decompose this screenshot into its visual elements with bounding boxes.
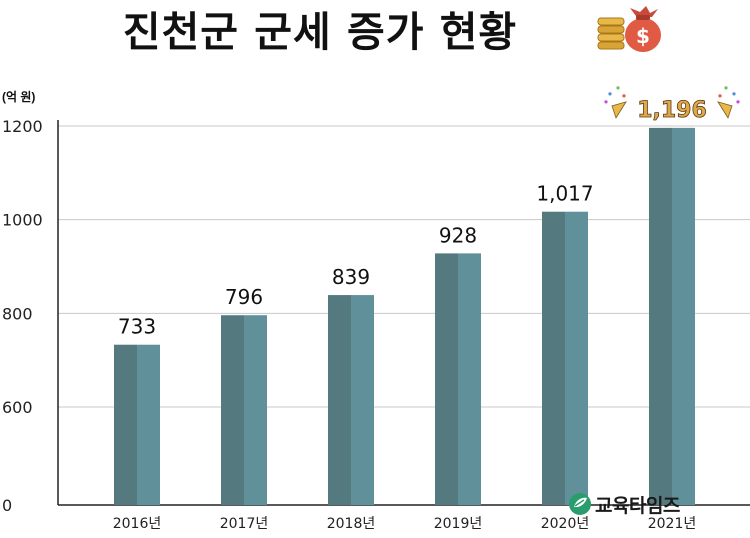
coin-stack-icon	[597, 17, 625, 50]
publisher-logo: 교육타임즈	[568, 490, 680, 518]
x-tick-label: 2017년	[220, 516, 269, 532]
bar	[435, 253, 481, 505]
x-tick-label: 2019년	[434, 516, 483, 532]
bar	[649, 127, 695, 506]
data-label: 839	[332, 265, 370, 289]
x-tick-label: 2018년	[327, 516, 376, 532]
bar	[114, 344, 160, 505]
y-tick-label: 800	[2, 304, 33, 323]
x-tick-label: 2020년	[541, 516, 590, 532]
bar	[221, 315, 267, 505]
data-label: 733	[118, 315, 156, 339]
x-tick-label: 2016년	[113, 516, 162, 532]
svg-text:$: $	[636, 24, 650, 48]
logo-leaf-icon	[569, 493, 591, 515]
logo-text: 교육타임즈	[595, 494, 680, 517]
data-label: 1,017	[536, 182, 593, 206]
y-tick-label: 1200	[2, 117, 43, 136]
y-tick-label: 600	[2, 398, 33, 417]
bar	[542, 211, 588, 505]
data-label: 1,196	[637, 98, 707, 123]
y-tick-label: 0	[2, 496, 12, 515]
unit-label: (억 원)	[2, 90, 36, 104]
y-tick-label: 1000	[2, 211, 43, 230]
data-label: 928	[439, 223, 477, 247]
confetti-icon	[604, 86, 627, 119]
x-tick-label: 2021년	[648, 516, 697, 532]
bar	[328, 295, 374, 505]
data-label: 796	[225, 285, 263, 309]
confetti-icon	[717, 86, 740, 119]
chart-title: 진천군 군세 증가 현황	[122, 8, 518, 56]
money-bag-icon: $	[597, 6, 661, 52]
